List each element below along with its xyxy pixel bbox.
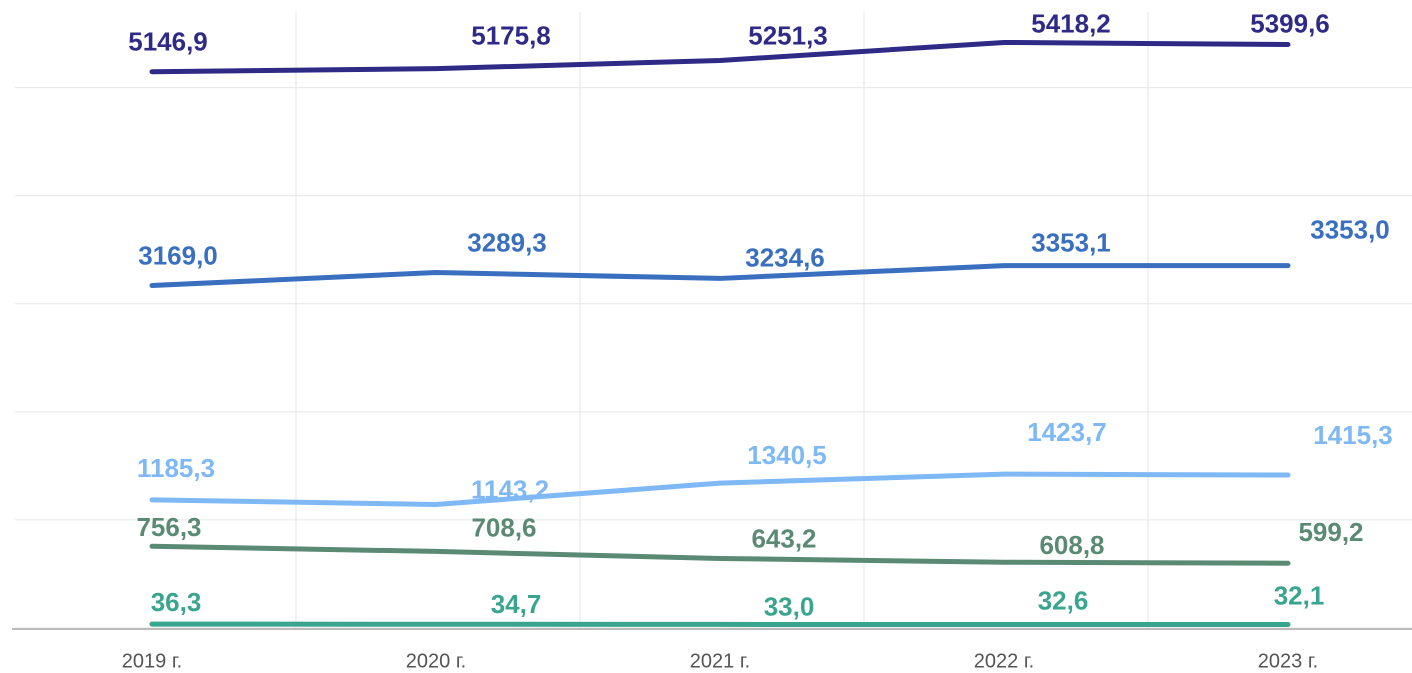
data-label: 708,6 — [471, 512, 536, 542]
data-label: 3234,6 — [745, 242, 825, 272]
data-label: 5418,2 — [1031, 8, 1111, 38]
x-tick-label: 2019 г. — [122, 650, 182, 672]
data-label: 32,1 — [1274, 580, 1325, 610]
data-label: 1185,3 — [137, 453, 215, 483]
data-label: 32,6 — [1038, 585, 1089, 615]
data-label: 5251,3 — [748, 20, 828, 50]
data-label: 3353,0 — [1310, 215, 1390, 245]
data-label: 5146,9 — [128, 27, 208, 57]
data-label: 1423,7 — [1027, 417, 1107, 447]
line — [149, 543, 1291, 566]
data-label: 643,2 — [751, 523, 816, 553]
line — [149, 263, 1291, 289]
data-label: 3289,3 — [467, 227, 547, 257]
data-label: 33,0 — [764, 591, 815, 621]
data-label: 608,8 — [1039, 530, 1104, 560]
data-label: 3169,0 — [138, 240, 218, 270]
data-label: 5175,8 — [471, 21, 551, 51]
data-label: 1415,3 — [1313, 420, 1393, 450]
x-tick-label: 2020 г. — [406, 650, 466, 672]
data-label: 5399,6 — [1250, 8, 1330, 38]
line — [149, 39, 1291, 75]
data-label: 599,2 — [1298, 517, 1363, 547]
x-tick-label: 2023 г. — [1258, 650, 1318, 672]
line — [149, 471, 1291, 507]
data-label: 3353,1 — [1031, 228, 1111, 258]
x-tick-label: 2022 г. — [974, 650, 1034, 672]
data-label: 36,3 — [151, 587, 202, 617]
data-label: 1340,5 — [747, 440, 827, 470]
x-tick-label: 2021 г. — [690, 650, 750, 672]
data-label: 1143,2 — [471, 474, 549, 504]
data-label: 34,7 — [491, 589, 542, 619]
data-label: 756,3 — [136, 512, 201, 542]
